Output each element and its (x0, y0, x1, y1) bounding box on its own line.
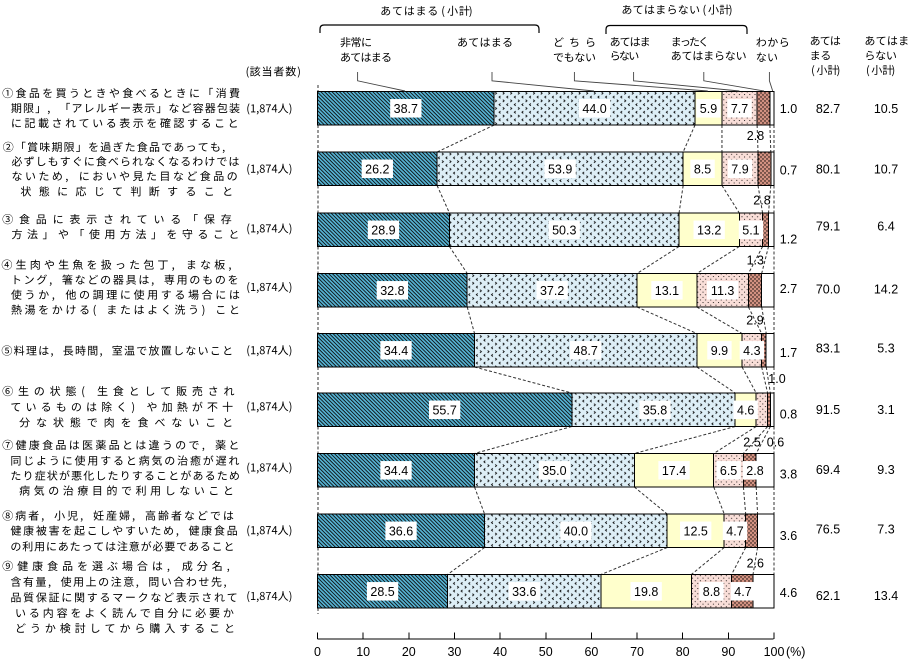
svg-text:5.1: 5.1 (742, 223, 759, 237)
svg-text:2.9: 2.9 (746, 314, 763, 328)
svg-text:6.5: 6.5 (720, 464, 737, 478)
svg-text:8.8: 8.8 (703, 585, 720, 599)
svg-text:7.9: 7.9 (731, 162, 748, 176)
svg-text:70: 70 (630, 645, 644, 659)
svg-text:2.7: 2.7 (780, 282, 797, 296)
svg-text:10: 10 (356, 645, 370, 659)
svg-text:10.5: 10.5 (874, 102, 898, 116)
svg-text:80: 80 (676, 645, 690, 659)
svg-text:38.7: 38.7 (394, 102, 418, 116)
svg-text:10.7: 10.7 (874, 163, 898, 177)
svg-text:32.8: 32.8 (380, 284, 404, 298)
svg-text:9.3: 9.3 (877, 463, 894, 477)
svg-text:55.7: 55.7 (432, 403, 456, 417)
svg-text:44.0: 44.0 (582, 102, 606, 116)
svg-text:5.9: 5.9 (700, 102, 717, 116)
svg-text:7.7: 7.7 (731, 102, 748, 116)
svg-text:4.6: 4.6 (780, 586, 797, 600)
svg-text:2.8: 2.8 (746, 464, 763, 478)
svg-text:4.3: 4.3 (743, 344, 760, 358)
svg-text:1.0: 1.0 (768, 372, 785, 386)
svg-text:12.5: 12.5 (684, 524, 708, 538)
svg-text:4.6: 4.6 (737, 403, 754, 417)
svg-text:2.6: 2.6 (747, 557, 764, 571)
svg-text:35.0: 35.0 (542, 464, 566, 478)
svg-text:91.5: 91.5 (816, 403, 840, 417)
svg-text:4.7: 4.7 (726, 524, 743, 538)
svg-text:1.7: 1.7 (780, 346, 797, 360)
svg-text:40: 40 (493, 645, 507, 659)
svg-text:30: 30 (447, 645, 461, 659)
svg-text:8.5: 8.5 (694, 162, 711, 176)
svg-text:0.6: 0.6 (767, 435, 784, 449)
svg-text:36.6: 36.6 (389, 524, 413, 538)
svg-text:3.6: 3.6 (780, 529, 797, 543)
svg-text:50.3: 50.3 (552, 223, 576, 237)
svg-text:2.8: 2.8 (753, 194, 770, 208)
svg-text:7.3: 7.3 (877, 523, 894, 537)
svg-text:69.4: 69.4 (816, 463, 840, 477)
svg-text:13.2: 13.2 (697, 223, 721, 237)
svg-text:0: 0 (314, 645, 321, 659)
svg-text:1.3: 1.3 (747, 254, 764, 268)
svg-text:1.0: 1.0 (780, 102, 797, 116)
svg-text:(%): (%) (786, 645, 805, 659)
svg-text:100: 100 (764, 645, 785, 659)
svg-text:3.1: 3.1 (877, 403, 894, 417)
svg-text:50: 50 (539, 645, 553, 659)
svg-text:11.3: 11.3 (711, 284, 734, 298)
svg-text:82.7: 82.7 (816, 102, 840, 116)
svg-text:14.2: 14.2 (874, 283, 898, 297)
svg-text:28.5: 28.5 (370, 585, 394, 599)
svg-text:33.6: 33.6 (512, 585, 536, 599)
svg-text:53.9: 53.9 (548, 162, 572, 176)
svg-text:37.2: 37.2 (540, 284, 564, 298)
svg-text:83.1: 83.1 (816, 341, 840, 355)
svg-text:76.5: 76.5 (816, 523, 840, 537)
svg-text:79.1: 79.1 (816, 219, 840, 233)
svg-text:6.4: 6.4 (877, 219, 894, 233)
svg-text:40.0: 40.0 (564, 524, 588, 538)
svg-text:1.2: 1.2 (780, 232, 797, 246)
svg-text:28.9: 28.9 (371, 223, 395, 237)
svg-text:34.4: 34.4 (384, 464, 408, 478)
svg-text:9.9: 9.9 (711, 344, 728, 358)
svg-text:17.4: 17.4 (662, 464, 686, 478)
svg-text:13.4: 13.4 (874, 589, 898, 603)
svg-text:2.5: 2.5 (743, 435, 760, 449)
svg-text:20: 20 (402, 645, 416, 659)
svg-text:5.3: 5.3 (877, 341, 894, 355)
svg-text:34.4: 34.4 (384, 344, 408, 358)
svg-text:70.0: 70.0 (816, 283, 840, 297)
svg-text:0.7: 0.7 (780, 164, 797, 178)
svg-text:0.8: 0.8 (780, 408, 797, 422)
svg-text:13.1: 13.1 (655, 284, 679, 298)
svg-text:35.8: 35.8 (643, 403, 667, 417)
svg-text:62.1: 62.1 (816, 589, 840, 603)
svg-text:3.8: 3.8 (780, 468, 797, 482)
svg-text:60: 60 (584, 645, 598, 659)
svg-text:19.8: 19.8 (634, 585, 658, 599)
svg-text:4.7: 4.7 (734, 585, 751, 599)
svg-text:80.1: 80.1 (816, 163, 840, 177)
svg-text:90: 90 (721, 645, 735, 659)
svg-text:26.2: 26.2 (365, 162, 389, 176)
svg-text:2.8: 2.8 (747, 129, 764, 143)
svg-text:48.7: 48.7 (574, 344, 598, 358)
